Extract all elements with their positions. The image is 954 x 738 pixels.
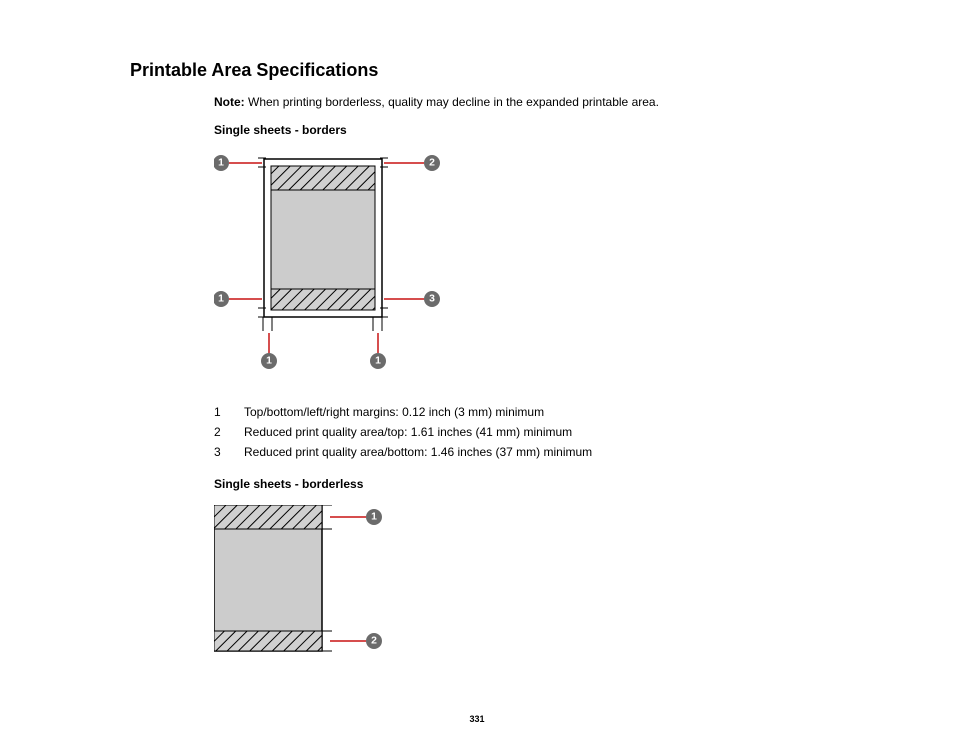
subheading-borderless: Single sheets - borderless (214, 477, 854, 491)
spec-text: Reduced print quality area/bottom: 1.46 … (244, 445, 592, 459)
page: Printable Area Specifications Note: When… (0, 0, 954, 738)
svg-text:1: 1 (218, 158, 224, 169)
spec-text: Reduced print quality area/top: 1.61 inc… (244, 425, 572, 439)
spec-number: 1 (214, 405, 226, 419)
note-text: When printing borderless, quality may de… (245, 95, 659, 109)
svg-text:2: 2 (371, 636, 377, 647)
page-title: Printable Area Specifications (130, 60, 954, 81)
spec-row: 1 Top/bottom/left/right margins: 0.12 in… (214, 405, 854, 419)
diagram-borders: 1 2 1 3 1 1 (214, 151, 854, 381)
svg-text:1: 1 (371, 512, 377, 523)
diagram-borderless-svg: 12 (214, 505, 414, 665)
content-block: Note: When printing borderless, quality … (214, 95, 854, 665)
subheading-borders: Single sheets - borders (214, 123, 854, 137)
spec-row: 2 Reduced print quality area/top: 1.61 i… (214, 425, 854, 439)
spec-list: 1 Top/bottom/left/right margins: 0.12 in… (214, 405, 854, 459)
svg-text:1: 1 (266, 356, 272, 367)
spec-row: 3 Reduced print quality area/bottom: 1.4… (214, 445, 854, 459)
svg-text:2: 2 (429, 158, 435, 169)
spec-number: 2 (214, 425, 226, 439)
svg-text:1: 1 (375, 356, 381, 367)
note-paragraph: Note: When printing borderless, quality … (214, 95, 854, 109)
diagram-borderless: 12 (214, 505, 854, 665)
spec-text: Top/bottom/left/right margins: 0.12 inch… (244, 405, 544, 419)
note-label: Note: (214, 95, 245, 109)
diagram-borders-svg: 1 2 1 3 1 1 (214, 151, 474, 381)
svg-text:1: 1 (218, 294, 224, 305)
svg-text:3: 3 (429, 294, 435, 305)
page-number: 331 (0, 714, 954, 724)
spec-number: 3 (214, 445, 226, 459)
